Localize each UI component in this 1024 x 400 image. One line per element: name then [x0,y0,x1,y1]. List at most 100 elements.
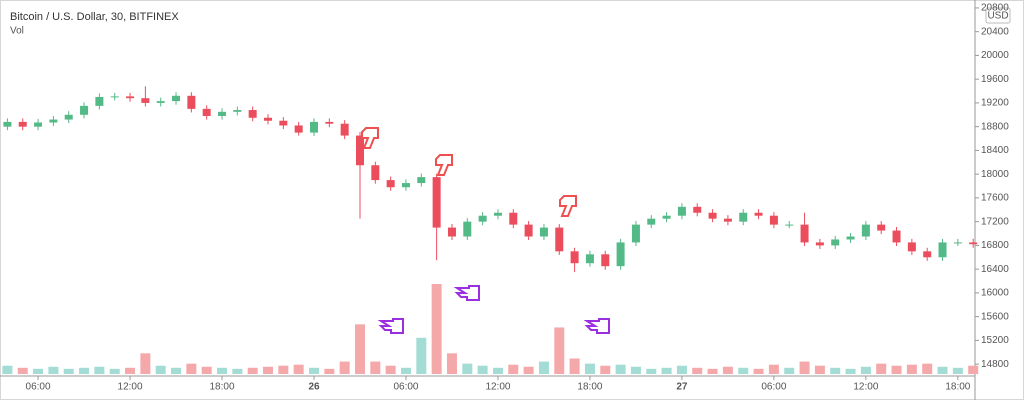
volume-bar [186,363,197,374]
volume-bar [845,368,856,374]
candle-body [861,224,870,237]
candle-body [601,254,610,267]
candle-body [509,212,518,225]
volume-bar [952,367,963,374]
volume-bar [247,367,258,374]
candle-body [126,96,135,99]
volume-bar [125,367,136,374]
candle-body [264,117,273,121]
volume-bar [676,365,687,374]
x-tick-label: 06:00 [393,382,418,393]
volume-bar [538,361,549,374]
x-tick-label: 18:00 [945,382,970,393]
annotations [361,127,610,334]
candle-body [493,212,502,216]
candle-body [754,212,763,216]
candle-body [892,230,901,243]
volume-bar [799,361,810,374]
volume-bar [217,367,228,374]
currency-label[interactable]: USD [987,11,1008,22]
candle-body [555,227,564,252]
candle-body [616,242,625,267]
currency-box[interactable] [985,7,1011,24]
candle-body [693,206,702,213]
candle-body [539,227,548,237]
candle-body [172,95,181,102]
volume-bar [814,365,825,374]
volume-bar [339,361,350,374]
volume-bar [738,367,749,374]
candle-body [141,98,150,103]
candle-body [585,254,594,264]
candle-body [907,242,916,252]
x-tick-label: 27 [676,382,688,393]
candle-body [218,111,227,116]
volume-bar [692,367,703,374]
volume-bar [922,363,933,374]
volume-bar [201,366,212,374]
y-tick-label: 18000 [981,169,1009,180]
volume-bar [462,363,473,374]
candle-body [447,227,456,237]
candle-body [110,96,119,98]
volume-bar [33,368,44,374]
y-tick-label: 17600 [981,193,1009,204]
volume-bar [784,367,795,374]
volume-bar [492,367,503,374]
volume-bar [48,366,59,374]
candle-body [923,251,932,258]
hand-icon [559,195,577,217]
candle-body [463,221,472,237]
volume-bar [630,366,641,374]
volume-bar [385,365,396,374]
y-tick-label: 20400 [981,26,1009,37]
candle-body [49,119,58,123]
candle-body [831,239,840,246]
candle-body [785,224,794,226]
candle-body [969,242,978,245]
volume-bar [94,366,105,374]
candle-body [631,224,640,243]
candle-body [800,224,809,243]
volume-bar [400,367,411,374]
candle-body [156,101,165,103]
candle-body [647,218,656,225]
candle-body [187,95,196,109]
candle-body [478,215,487,222]
volume-bar [171,367,182,374]
volume-bar [446,353,457,374]
volume-bar [416,337,427,374]
candle-body [877,224,886,231]
candle-body [570,251,579,264]
volume-bar [830,367,841,374]
volume-bar [646,368,657,374]
volume-bar [63,368,74,374]
hand-icon [583,318,610,334]
candle-body [662,215,671,219]
volume-bar [140,353,151,374]
x-tick-label: 26 [308,382,320,393]
candle-body [279,120,288,126]
y-tick-label: 15200 [981,335,1009,346]
volume-bar [232,368,243,374]
candle-body [815,242,824,246]
candle-body [953,242,962,244]
candle-body [417,177,426,184]
candle-body [95,96,104,106]
volume-label: Vol [10,26,24,37]
candle-body [846,236,855,240]
volume-bar [968,365,979,374]
x-tick-label: 12:00 [118,382,143,393]
volume-bar [309,367,319,374]
volume-bar [860,366,871,374]
y-tick-label: 19600 [981,74,1009,85]
candle-body [18,121,27,127]
volume-bar [569,358,580,374]
volume-bar [661,367,672,374]
candle-body [202,108,211,116]
candle-body [34,122,43,127]
y-tick-label: 17200 [981,216,1009,227]
candle-body [401,183,410,188]
volume-bar [293,364,304,374]
